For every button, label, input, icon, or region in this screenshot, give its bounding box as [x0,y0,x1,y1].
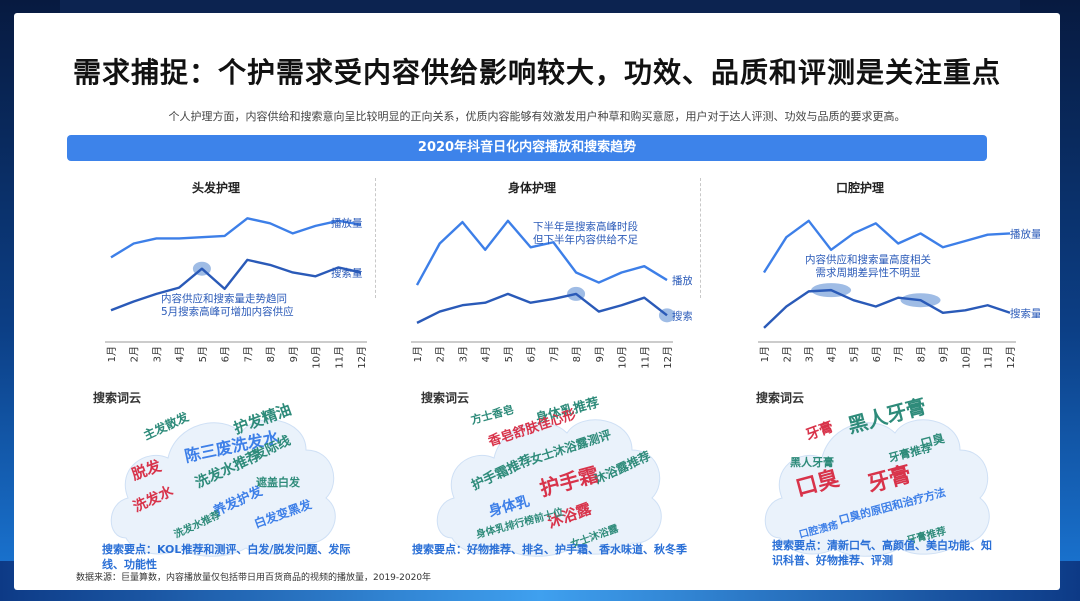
page-title: 需求捕捉：个护需求受内容供给影响较大，功效、品质和评测是关注重点 [72,56,1001,89]
x-tick-label: 7月 [893,346,905,362]
x-tick-label: 7月 [548,346,560,362]
series-label: 搜索量 [1010,307,1040,320]
chart-title: 身体护理 [507,181,556,195]
x-tick-label: 4月 [480,346,492,362]
word-cloud-label: 搜索词云 [421,391,470,405]
data-source-footnote: 数据来源：巨量算数，内容播放量仅包括带日用百货商品的视频的播放量，2019-20… [76,573,432,583]
word-cloud-term: 黑人牙膏 [790,455,834,469]
x-tick-label: 9月 [288,346,300,362]
chart-annotation: 5月搜索高峰可增加内容供应 [161,305,294,318]
series-line-search [763,288,1011,329]
x-tick-label: 11月 [639,346,651,369]
x-tick-label: 1月 [106,346,118,362]
x-tick-label: 7月 [242,346,254,362]
x-tick-label: 6月 [526,346,538,362]
chart-annotation: 下半年是搜索高峰时段 [533,220,638,233]
x-tick-label: 6月 [871,346,883,362]
series-label: 搜索量 [331,266,363,279]
x-tick-label: 9月 [938,346,950,362]
series-line-search [416,292,668,324]
series-line-search [110,258,362,312]
chart-annotation: 需求周期差异性不明显 [816,266,921,279]
x-tick-label: 10月 [960,346,972,369]
word-cloud-shape [436,419,662,557]
x-tick-label: 10月 [311,346,323,369]
word-cloud-label: 搜索词云 [93,391,142,405]
word-cloud-term: 遮盖白发 [256,475,301,489]
x-tick-label: 3月 [804,346,816,362]
search-keypoints: 搜索要点：好物推荐、排名、护手霜、香水味道、秋冬季 [412,543,687,556]
x-tick-label: 1月 [759,346,771,362]
x-tick-label: 4月 [174,346,186,362]
series-line-play [415,219,668,286]
x-tick-label: 4月 [826,346,838,362]
series-label: 播放量 [331,217,363,230]
chart-annotation: 但下半年内容供给不足 [533,233,638,246]
x-tick-label: 2月 [435,346,447,362]
x-tick-label: 2月 [129,346,141,362]
series-line-play [110,217,362,259]
x-tick-label: 12月 [662,346,674,369]
chart-annotation: 内容供应和搜索量走势趋同 [161,292,287,305]
x-tick-label: 5月 [197,346,209,362]
search-keypoints: 搜索要点：KOL推荐和测评、白发/脱发问题、发际线、功能性 [102,543,351,571]
x-tick-label: 5月 [848,346,860,362]
section-banner: 2020年抖音日化内容播放和搜索趋势 [67,135,987,161]
panel-oral-care: 口腔护理 1月 2月 3月 4月 5月 6月 7月 8月 9月 10月 11月 12月 播放量搜索量 内容… [720,170,1040,570]
x-tick-label: 9月 [594,346,606,362]
series-line-play [762,219,1011,274]
panel-hair-care: 头发护理 1月 2月 3月 4月 5月 6月 7月 8月 9月 10月 11月 12月 播放量搜索量内容… [76,170,376,571]
chart-title: 口腔护理 [835,181,884,195]
line-chart-hair-care: 1月 2月 3月 4月 5月 6月 7月 8月 9月 10月 11月 12月 播放量搜索量内容供应和搜索… [105,217,368,369]
x-tick-label: 8月 [265,346,277,362]
series-label: 播放量 [672,274,692,287]
word-cloud-label: 搜索词云 [756,391,805,405]
slide-card: 需求捕捉：个护需求受内容供给影响较大，功效、品质和评测是关注重点 个人护理方面，… [14,13,1060,590]
x-tick-label: 2月 [781,346,793,362]
x-tick-label: 3月 [457,346,469,362]
x-tick-label: 1月 [412,346,424,362]
x-tick-label: 11月 [983,346,995,369]
panel-divider [700,178,701,298]
panel-divider [375,178,376,298]
chart-title: 头发护理 [191,181,240,195]
series-label: 搜索量 [672,309,692,322]
word-cloud-term: 方士香皂 [469,402,515,427]
series-label: 播放量 [1010,227,1040,240]
page-subtitle: 个人护理方面，内容供给和搜索意向呈比较明显的正向关系，优质内容能够有效激发用户种… [168,110,906,123]
x-tick-label: 11月 [333,346,345,369]
x-tick-label: 8月 [916,346,928,362]
word-cloud-shape [764,419,990,557]
x-tick-label: 12月 [1005,346,1017,369]
x-tick-label: 6月 [220,346,232,362]
x-tick-label: 8月 [571,346,583,362]
word-cloud-term: 口臭 [919,430,946,451]
x-tick-label: 5月 [503,346,515,362]
word-cloud-shape [110,419,336,557]
x-tick-label: 12月 [356,346,368,369]
x-tick-label: 10月 [617,346,629,369]
x-tick-label: 3月 [151,346,163,362]
search-keypoints: 搜索要点：清新口气、高颜值、美白功能、知识科普、好物推荐、评测 [772,539,992,567]
chart-annotation: 内容供应和搜索量高度相关 [805,253,931,266]
